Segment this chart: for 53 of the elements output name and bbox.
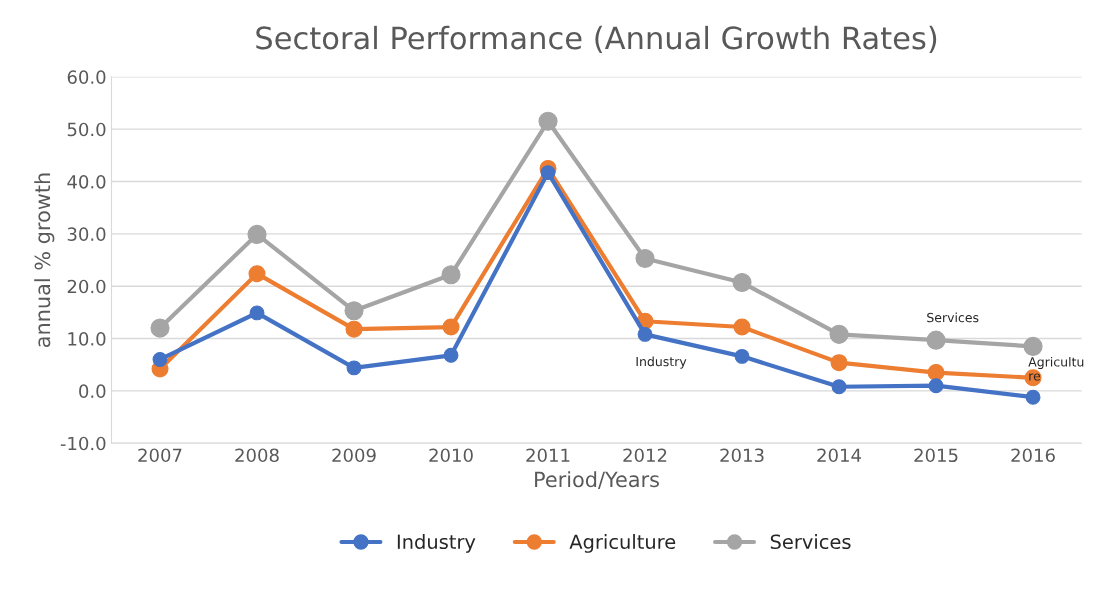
legend-label: Agriculture (569, 534, 676, 553)
point (927, 364, 945, 382)
point (247, 224, 267, 244)
y-tick-label: 50.0 (67, 122, 106, 137)
point (249, 305, 265, 321)
x-tick-label: 2008 (235, 448, 279, 463)
x-axis-title: Period/Years (535, 471, 659, 489)
point (248, 265, 266, 283)
point (443, 347, 459, 363)
y-tick-label: 0.0 (79, 384, 106, 399)
x-tick-label: 2011 (526, 448, 570, 463)
y-tick-label: 20.0 (67, 279, 106, 294)
point (540, 165, 556, 181)
point (1023, 336, 1043, 356)
point (733, 318, 751, 336)
x-tick-label: 2010 (429, 448, 473, 463)
point (928, 378, 944, 394)
point (345, 320, 363, 338)
annotation: Industry (636, 356, 687, 369)
point (830, 354, 848, 372)
point (346, 360, 362, 376)
point (926, 330, 946, 350)
point (441, 265, 461, 285)
x-tick-label: 2016 (1011, 448, 1055, 463)
annotation: Agricultu re (1028, 356, 1084, 381)
point (734, 348, 750, 364)
legend-label: Services (770, 534, 851, 550)
y-axis-title: annual % growth (34, 173, 55, 348)
x-tick-label: 2012 (623, 448, 667, 463)
point (732, 273, 752, 293)
point (829, 324, 849, 344)
x-tick-label: 2014 (817, 448, 861, 463)
y-tick-label: 40.0 (67, 174, 106, 189)
point (637, 326, 653, 342)
legend-label: Industry (397, 534, 476, 553)
x-tick-label: 2013 (720, 448, 764, 463)
point (635, 248, 655, 269)
point (344, 301, 364, 321)
x-tick-label: 2009 (332, 448, 376, 463)
x-tick-label: 2015 (914, 448, 958, 463)
point (152, 352, 168, 367)
point (1025, 389, 1041, 405)
y-tick-label: 30.0 (67, 227, 106, 241)
chart-title: Sectoral Performance (Annual Growth Rates) (256, 25, 937, 54)
y-tick-label: 10.0 (68, 332, 106, 346)
point (538, 111, 558, 131)
x-tick-label: 2007 (138, 448, 182, 463)
y-tick-label: 60.0 (67, 70, 106, 84)
y-tick-label: -10.0 (60, 436, 106, 451)
annotation: Services (927, 312, 979, 323)
point (442, 318, 460, 336)
point (150, 318, 170, 338)
point (831, 379, 847, 395)
